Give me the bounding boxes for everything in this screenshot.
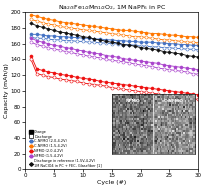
Y-axis label: Capacity (mAh/g): Capacity (mAh/g) [4,63,9,118]
Title: Na$_{2/3}$Fe$_{1/2}$Mn$_{1/2}$O$_2$, 1M NaPF$_6$ in PC: Na$_{2/3}$Fe$_{1/2}$Mn$_{1/2}$O$_2$, 1M … [58,4,166,12]
Legend: Charge, Discharge, C-NFMO (2.0-4.2V), C-NFMO (1.5-4.2V), NFMO (2.0-4.2V), NFMO (: Charge, Discharge, C-NFMO (2.0-4.2V), C-… [29,130,102,167]
X-axis label: Cycle (#): Cycle (#) [97,180,126,185]
